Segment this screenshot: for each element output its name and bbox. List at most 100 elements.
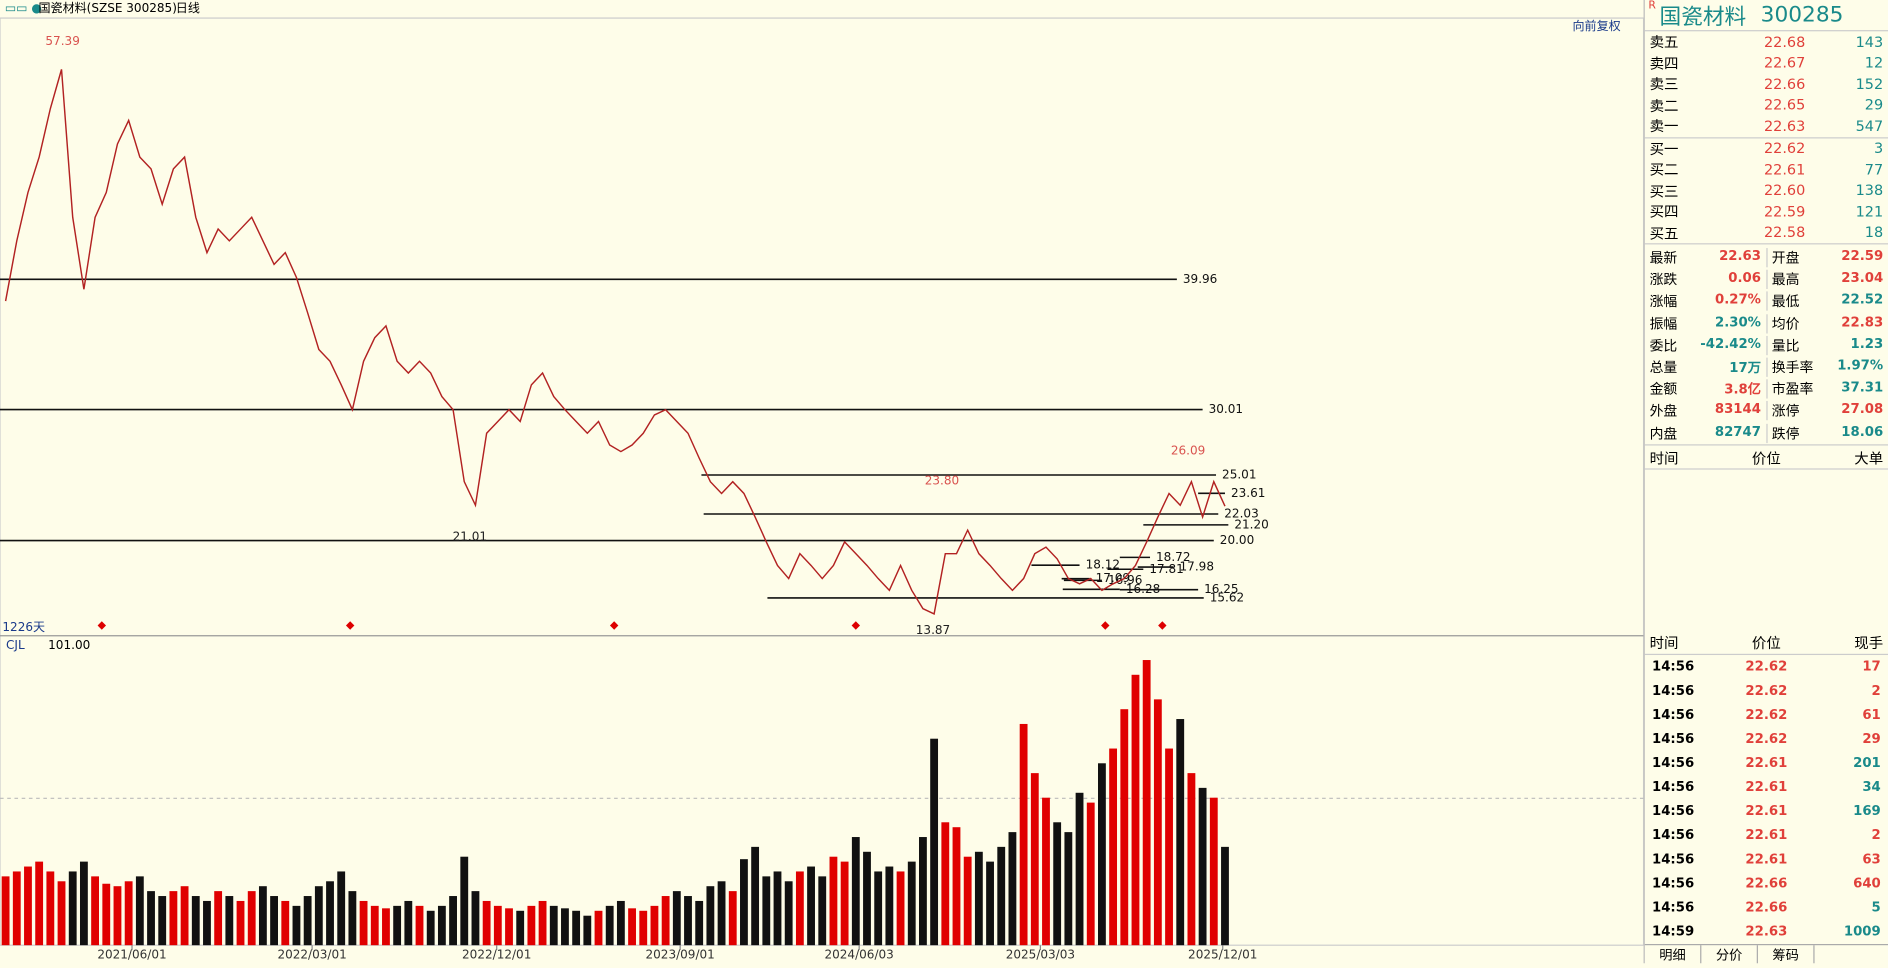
book-label: 买二 [1649,161,1679,179]
level-label: 39.96 [1183,272,1217,286]
tab[interactable]: 分价 [1701,945,1758,964]
book-label: 买一 [1649,140,1679,158]
book-price: 22.63 [1763,117,1806,135]
volume-bar [348,891,357,946]
volume-bar [561,908,569,946]
level-label: 18.12 [1086,558,1120,572]
stat-label: 最低 [1771,293,1800,311]
book-volume: 12 [1864,54,1884,72]
trade-row: 14:56 22.66 5 [1645,895,1888,919]
book-price: 22.59 [1763,203,1806,221]
trade-time: 14:56 [1651,779,1695,795]
volume-bar [1165,748,1173,946]
chart-area: ▭▭ ● 国瓷材料(SZSE 300285) 日线 向前复权 1226天 CJL… [0,1,1645,961]
price-line [4,69,1226,615]
volume-bar [270,896,278,946]
period[interactable]: 日线 [176,1,200,15]
stat-value: 18.06 [1841,423,1884,440]
volume-bar [236,900,245,946]
trade-volume: 1009 [1843,923,1881,940]
volume-bar [874,871,883,946]
volume-bar [997,846,1006,946]
volume-bar [12,871,21,946]
trade-price: 22.62 [1745,658,1788,675]
trade-volume: 61 [1862,707,1881,723]
volume-bar [180,886,189,946]
volume-bar [628,908,636,946]
book-volume: 18 [1864,224,1884,242]
big-empty [1645,470,1888,633]
stat-value: 22.59 [1841,248,1884,264]
volume-bar [214,891,223,946]
volume-bar [986,861,994,946]
book-price: 22.67 [1763,54,1806,72]
level-label: 16.28 [1126,582,1160,596]
volume-bar [527,905,536,946]
trade-time: 14:56 [1651,827,1695,844]
volume-bar [538,900,547,946]
volume-bar [415,905,424,946]
trade-price: 22.63 [1745,923,1788,940]
book-volume: 77 [1864,161,1884,178]
column-header: 价位 [1751,635,1781,652]
book-price: 22.65 [1763,96,1806,114]
volume-bar [1221,846,1229,946]
level-label: 30.01 [1209,402,1243,416]
stat-label: 委比 [1649,336,1678,354]
book-row: 卖四 22.67 12 [1645,52,1888,73]
stat-label: 量比 [1771,336,1800,354]
volume-bar [572,910,581,946]
volume-bar [303,896,312,946]
trade-price: 22.66 [1745,875,1788,892]
volume-bar [158,896,167,946]
stat-label: 金额 [1649,380,1678,398]
volume-bar [314,886,323,946]
stat-label: 最新 [1649,249,1678,267]
volume-bar [1131,674,1140,946]
trade-row: 14:56 22.61 169 [1645,799,1888,823]
price-annotation: 13.87 [916,623,950,637]
volume-bar [851,837,860,946]
volume-bar [471,891,480,946]
level-label: 15.62 [1210,590,1244,604]
volume-bar [247,891,256,946]
stat-cell: 跌停 18.06 [1767,423,1888,442]
tab[interactable]: 明细 [1645,945,1702,964]
trade-row: 14:56 22.62 17 [1645,655,1888,679]
volume-bar [281,900,290,946]
x-tick-label: 2025/03/03 [1006,947,1075,961]
indicator-value: 101.00 [48,638,90,652]
volume-bar [840,861,849,946]
adjust[interactable]: 向前复权 [1573,18,1621,33]
trade-price: 22.61 [1745,779,1788,795]
volume-bar [1109,748,1118,946]
trade-price: 22.62 [1745,731,1788,747]
stat-cell: 涨跌 0.06 [1645,270,1767,290]
volume-bar [404,900,413,946]
volume-bar [639,910,648,946]
tab[interactable]: 筹码 [1758,945,1815,964]
stat-value: 0.27% [1715,291,1761,308]
menu-icon[interactable]: ▭▭ ● [5,1,42,15]
volume-bar [437,905,446,946]
trade-time: 14:56 [1651,682,1695,699]
level-label: 21.20 [1234,517,1268,531]
stat-label: 涨幅 [1649,293,1678,311]
book-label: 买三 [1649,182,1679,200]
indicator[interactable]: CJL [6,638,25,652]
symbol[interactable]: 国瓷材料(SZSE 300285) [39,1,177,15]
trade-price: 22.62 [1745,682,1788,699]
volume-bar [493,905,502,946]
trade-row: 14:56 22.62 61 [1645,703,1888,727]
trade-time: 14:56 [1651,803,1695,820]
stat-value: 82747 [1714,423,1761,440]
volume-bar [974,851,983,946]
price-annotation: 26.09 [1171,444,1205,458]
book-volume: 152 [1855,75,1884,93]
quote-header: R 国瓷材料 300285 [1644,0,1888,32]
book-volume: 143 [1855,33,1884,51]
big-header: 时间 价位 大单 [1644,448,1888,470]
sell-book: 卖五 22.68 143 卖四 22.67 12 卖三 22.66 152 卖二 22.65 29 卖一… [1644,31,1888,138]
stat-value: -42.42% [1700,335,1761,352]
volume-bar [605,905,614,946]
